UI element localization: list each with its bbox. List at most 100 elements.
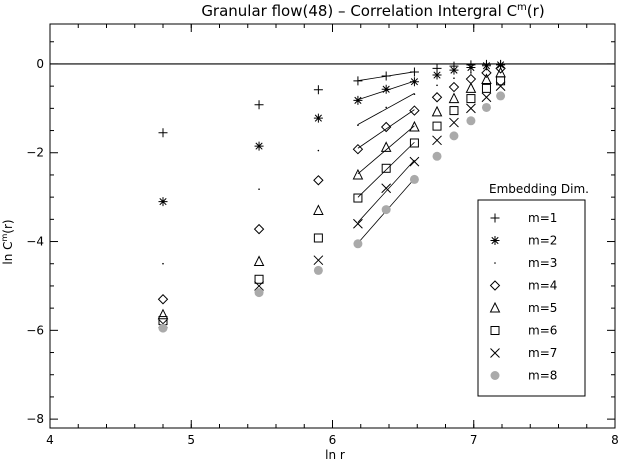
legend-label-5: m=5 bbox=[528, 301, 557, 315]
point-series-4 bbox=[157, 294, 169, 305]
point-series-3 bbox=[162, 262, 164, 265]
point-series-6 bbox=[353, 193, 363, 203]
x-tick-label: 4 bbox=[46, 433, 54, 447]
point-series-6 bbox=[313, 233, 323, 243]
point-series-8 bbox=[432, 151, 442, 161]
point-series-6 bbox=[254, 274, 264, 284]
legend-items: m=1 m=2 m=3 m=4 m=5 m=6 m=7 m=8 bbox=[489, 211, 557, 383]
point-series-3 bbox=[317, 149, 320, 152]
point-series-2 bbox=[481, 61, 491, 71]
legend-item-4: m=4 bbox=[489, 279, 557, 293]
point-series-2 bbox=[496, 60, 506, 70]
point-series-8 bbox=[353, 239, 363, 249]
point-series-5 bbox=[448, 92, 460, 104]
legend-item-3: m=3 bbox=[494, 256, 557, 270]
point-series-2 bbox=[449, 65, 459, 75]
point-series-6 bbox=[381, 163, 391, 173]
point-series-2 bbox=[466, 63, 476, 73]
y-axis-label-sup: m bbox=[0, 233, 9, 241]
point-series-3 bbox=[453, 77, 455, 79]
point-series-8 bbox=[496, 91, 506, 101]
point-series-4 bbox=[380, 121, 392, 133]
point-series-5 bbox=[409, 120, 420, 132]
legend-label-8: m=8 bbox=[528, 369, 557, 383]
point-series-4 bbox=[313, 175, 324, 186]
fit-line-series-6 bbox=[357, 141, 415, 198]
point-series-5 bbox=[157, 308, 169, 320]
point-series-7 bbox=[313, 255, 324, 266]
point-series-8 bbox=[481, 102, 491, 112]
legend-box bbox=[477, 199, 586, 397]
point-series-3 bbox=[357, 124, 359, 127]
point-series-2 bbox=[381, 84, 391, 94]
legend-marker-4 bbox=[489, 280, 501, 291]
fit-line-series-7 bbox=[357, 159, 415, 223]
point-series-3 bbox=[413, 93, 416, 95]
legend-marker-7 bbox=[490, 348, 500, 358]
fit-line-series-5 bbox=[357, 125, 415, 175]
point-series-4 bbox=[481, 67, 492, 79]
legend-label-2: m=2 bbox=[528, 234, 557, 248]
series-4 bbox=[157, 63, 506, 305]
point-series-8 bbox=[409, 174, 419, 184]
y-tick-label: −8 bbox=[26, 412, 44, 426]
legend-label-3: m=3 bbox=[528, 256, 557, 270]
y-axis-label-main: ln C bbox=[1, 241, 15, 264]
point-series-4 bbox=[495, 63, 506, 74]
legend-marker-1 bbox=[490, 213, 500, 223]
point-series-5 bbox=[352, 168, 364, 180]
point-series-8 bbox=[254, 288, 264, 298]
point-series-8 bbox=[466, 116, 476, 126]
point-series-2 bbox=[432, 70, 442, 80]
series-3 bbox=[162, 65, 502, 265]
fit-line-series-3 bbox=[357, 93, 415, 125]
point-series-2 bbox=[158, 197, 168, 207]
y-tick-label: −2 bbox=[26, 146, 44, 160]
point-series-4 bbox=[431, 92, 443, 103]
point-series-5 bbox=[431, 105, 443, 117]
point-series-1 bbox=[409, 67, 419, 77]
x-tick-label: 5 bbox=[187, 433, 195, 447]
point-series-8 bbox=[449, 131, 459, 141]
series-6 bbox=[158, 76, 506, 326]
chart-title: Granular flow(48) – Correlation Intergra… bbox=[201, 2, 544, 20]
point-series-1 bbox=[353, 76, 363, 86]
fit-line-series-4 bbox=[357, 109, 415, 149]
point-series-5 bbox=[313, 204, 324, 215]
y-axis-label: ln Cm(r) bbox=[0, 219, 15, 264]
point-series-7 bbox=[495, 81, 506, 92]
point-series-1 bbox=[381, 71, 391, 81]
point-series-6 bbox=[409, 138, 419, 148]
legend: Embedding Dim. m=1 m=2 m=3 m=4 m=5 m=6 m=7 m=8 bbox=[477, 182, 589, 397]
x-axis-label: ln r bbox=[325, 448, 345, 462]
legend-label-7: m=7 bbox=[528, 346, 557, 360]
point-series-6 bbox=[496, 76, 506, 86]
point-series-3 bbox=[499, 65, 502, 67]
chart-title-sup: m bbox=[517, 2, 527, 13]
point-series-6 bbox=[432, 121, 442, 131]
point-series-7 bbox=[254, 281, 264, 291]
legend-item-6: m=6 bbox=[490, 324, 557, 338]
y-tick-label: −6 bbox=[26, 323, 44, 337]
point-series-2 bbox=[254, 141, 264, 151]
point-series-7 bbox=[381, 183, 392, 194]
fit-lines bbox=[357, 71, 415, 244]
point-series-2 bbox=[313, 113, 323, 123]
point-series-3 bbox=[258, 188, 260, 190]
point-series-5 bbox=[253, 255, 265, 267]
point-series-7 bbox=[432, 135, 442, 146]
legend-marker-3 bbox=[494, 262, 496, 264]
plot-frame bbox=[49, 23, 616, 429]
point-series-5 bbox=[380, 141, 392, 152]
point-series-4 bbox=[409, 105, 420, 116]
series-2 bbox=[158, 60, 506, 207]
point-series-1 bbox=[313, 85, 323, 95]
point-series-8 bbox=[158, 323, 168, 333]
point-series-4 bbox=[253, 223, 265, 235]
series-8 bbox=[158, 91, 506, 333]
point-series-1 bbox=[254, 100, 264, 110]
legend-item-8: m=8 bbox=[490, 369, 557, 383]
point-series-2 bbox=[353, 95, 363, 105]
point-series-7 bbox=[481, 92, 492, 103]
point-series-4 bbox=[448, 81, 460, 93]
